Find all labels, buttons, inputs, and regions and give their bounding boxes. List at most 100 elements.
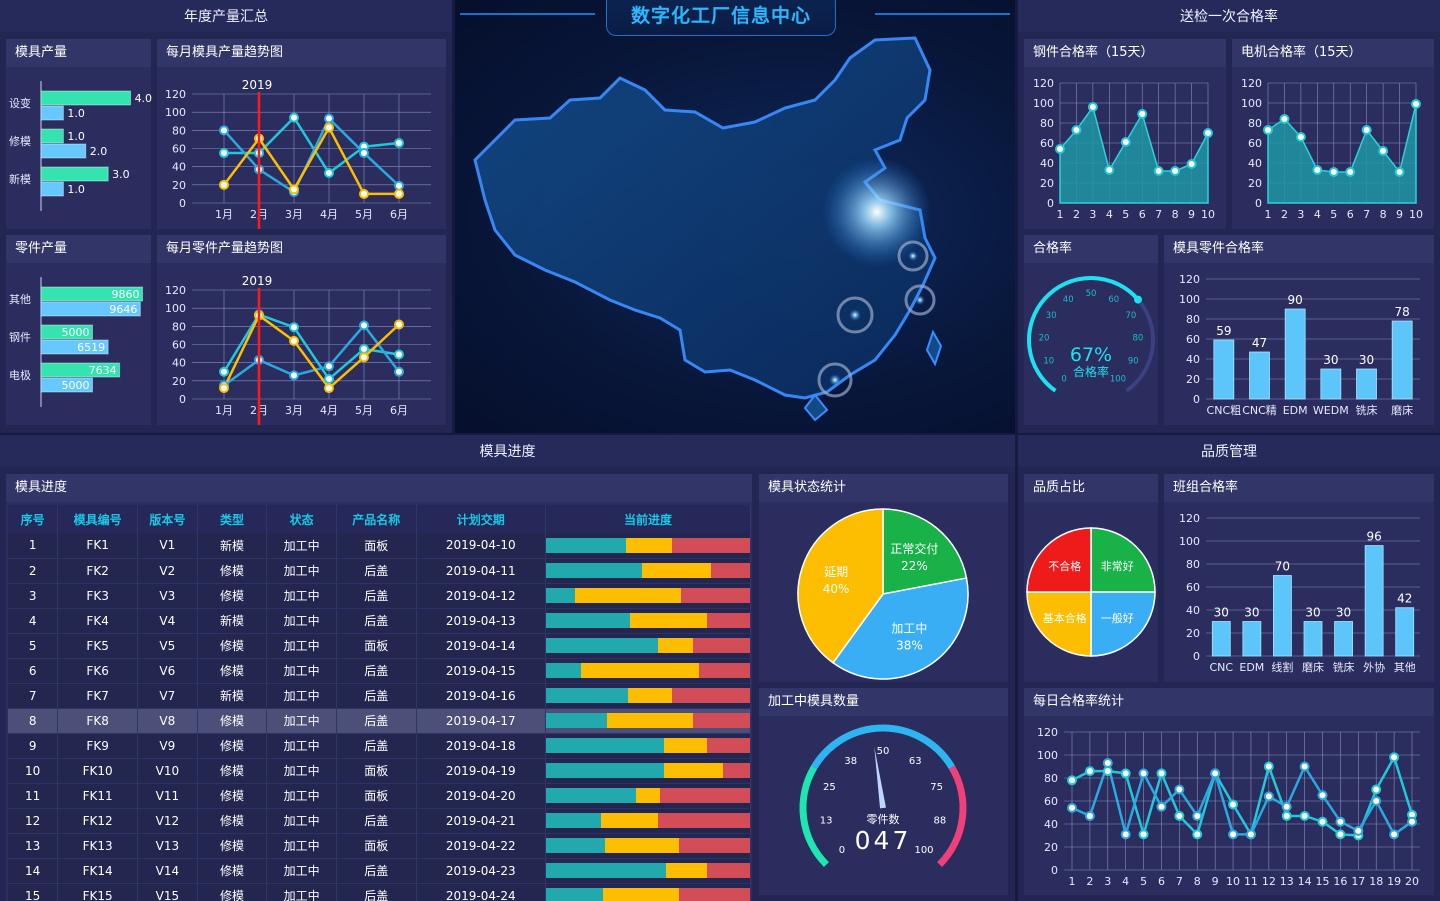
progress-segment <box>711 563 750 578</box>
y-tick-label: 0 <box>1255 197 1262 210</box>
panel-title: 零件产量 <box>6 235 151 263</box>
y-tick-label: 100 <box>1179 535 1200 548</box>
column-header[interactable]: 版本号 <box>137 505 198 533</box>
table-row[interactable]: 7 FK7 V7 新模 加工中 后盖 2019-04-16 <box>8 683 752 709</box>
table-row[interactable]: 2 FK2 V2 修模 加工中 后盖 2019-04-11 <box>8 558 752 584</box>
table-body: 1 FK1 V1 新模 加工中 面板 2019-04-10 2 FK2 V2 修模 加工中 后盖 2019… <box>8 533 752 901</box>
x-tick-label: CNC精 <box>1242 404 1277 417</box>
x-tick-label: 5月 <box>355 208 373 221</box>
gauge-tick: 70 <box>1125 311 1136 321</box>
progress-segment <box>664 763 724 778</box>
y-tick-label: 40 <box>1044 818 1058 831</box>
data-point <box>1371 784 1382 795</box>
panel-title: 每月模具产量趋势图 <box>157 39 446 67</box>
table-row[interactable]: 6 FK6 V6 修模 加工中 后盖 2019-04-15 <box>8 658 752 684</box>
table-row[interactable]: 4 FK4 V4 新模 加工中 后盖 2019-04-13 <box>8 608 752 634</box>
china-map[interactable] <box>455 0 1015 433</box>
table-cell: FK12 <box>57 808 138 834</box>
y-tick-label: 120 <box>1179 512 1200 525</box>
column-header[interactable]: 序号 <box>8 505 59 533</box>
y-tick-label: 0 <box>1193 393 1200 406</box>
table-cell: 面板 <box>336 783 417 809</box>
category-label: 设变 <box>9 96 31 110</box>
area-series <box>1059 105 1209 204</box>
table-row[interactable]: 12 FK12 V12 修模 加工中 后盖 2019-04-21 <box>8 808 752 834</box>
y-tick-label: 100 <box>1179 293 1200 306</box>
y-tick-label: 0 <box>179 393 186 406</box>
x-tick-label: 12 <box>1262 875 1276 888</box>
table-row[interactable]: 10 FK10 V10 修模 加工中 面板 2019-04-19 <box>8 758 752 784</box>
table-row[interactable]: 15 FK15 V15 修模 加工中 后盖 2019-04-24 <box>8 883 752 901</box>
y-tick-label: 0 <box>1193 650 1200 663</box>
progress-segment <box>545 788 636 803</box>
x-tick-label: CNC粗 <box>1207 404 1242 417</box>
table-cell: 修模 <box>197 808 268 834</box>
table-cell: 修模 <box>197 783 268 809</box>
bar <box>1334 621 1353 657</box>
progress-segment <box>678 888 750 901</box>
x-tick-label: 5 <box>1330 208 1337 221</box>
data-point <box>289 322 299 333</box>
table-cell: 10 <box>8 758 59 784</box>
x-tick-label: WEDM <box>1313 404 1349 417</box>
bar <box>40 90 132 106</box>
progress-segment <box>574 588 681 603</box>
gauge-tick: 80 <box>1133 334 1144 344</box>
column-header[interactable]: 计划交期 <box>416 505 546 533</box>
progress-bar <box>545 588 750 603</box>
category-label: 其他 <box>9 293 31 306</box>
panel-title: 模具零件合格率 <box>1164 235 1434 263</box>
column-header[interactable]: 类型 <box>197 505 268 533</box>
data-point <box>1138 829 1149 840</box>
table-row[interactable]: 9 FK9 V9 修模 加工中 后盖 2019-04-18 <box>8 733 752 759</box>
gauge-tick: 50 <box>1086 289 1097 299</box>
table-row[interactable]: 13 FK13 V13 修模 加工中 面板 2019-04-22 <box>8 833 752 859</box>
progress-segment <box>545 613 630 628</box>
x-tick-label: EDM <box>1283 404 1308 417</box>
x-tick-label: 9 <box>1212 875 1219 888</box>
bar <box>40 105 64 121</box>
data-point <box>359 148 369 159</box>
table-cell: 后盖 <box>336 858 417 884</box>
progress-bar <box>545 763 750 778</box>
year-label: 2019 <box>242 78 273 92</box>
year-label: 2019 <box>242 274 273 288</box>
data-point <box>324 374 334 385</box>
data-point <box>1170 166 1181 176</box>
y-tick-label: 20 <box>1044 841 1058 854</box>
progress-segment <box>707 613 750 628</box>
table-row[interactable]: 5 FK5 V5 修模 加工中 面板 2019-04-14 <box>8 633 752 659</box>
progress-table-wrap[interactable]: 序号 模具编号 版本号 类型 状态 产品名称 计划交期 当前进度 1 FK1 V1 新模 加工中 面板 2… <box>8 505 752 901</box>
data-point <box>394 319 404 330</box>
table-row[interactable]: 8 FK8 V8 修模 加工中 后盖 2019-04-17 <box>8 708 752 734</box>
y-tick-label: 120 <box>1037 726 1058 739</box>
column-header[interactable]: 产品名称 <box>336 505 417 533</box>
daily-rate-panel: 每日合格率统计 0 20 40 60 80 100 120 1 2 3 4 5 6 7 8 9 10 11 12 13… <box>1024 688 1434 895</box>
column-header[interactable]: 当前进度 <box>545 505 752 533</box>
table-cell: 2019-04-10 <box>416 533 546 559</box>
table-row[interactable]: 14 FK14 V14 修模 加工中 后盖 2019-04-23 <box>8 858 752 884</box>
table-cell: 修模 <box>197 858 268 884</box>
data-point <box>1295 132 1306 142</box>
table-row[interactable]: 1 FK1 V1 新模 加工中 面板 2019-04-10 <box>8 533 752 559</box>
column-header[interactable]: 状态 <box>266 505 337 533</box>
table-cell: 后盖 <box>336 583 417 609</box>
table-row[interactable]: 11 FK11 V11 修模 加工中 面板 2019-04-20 <box>8 783 752 809</box>
map-graphic <box>460 13 1010 422</box>
table-cell: 后盖 <box>336 708 417 734</box>
x-tick-label: CNC <box>1209 661 1233 674</box>
data-point <box>394 138 404 149</box>
progress-segment <box>672 688 750 703</box>
column-header[interactable]: 模具编号 <box>57 505 138 533</box>
x-tick-label: 17 <box>1351 875 1365 888</box>
category-label: 新模 <box>9 172 31 186</box>
x-tick-label: 4月 <box>320 404 338 417</box>
x-tick-label: 20 <box>1405 875 1419 888</box>
mold-part-rate-panel: 模具零件合格率 0 20 40 60 80 100 120 59 CNC粗 47 CNC精 90 EDM… <box>1164 235 1434 425</box>
y-tick-label: 100 <box>1037 749 1058 762</box>
progress-bar <box>545 638 750 653</box>
data-point <box>219 383 229 394</box>
section-title-quality: 品质管理 <box>1018 435 1440 467</box>
table-cell: 后盖 <box>336 808 417 834</box>
table-row[interactable]: 3 FK3 V3 修模 加工中 后盖 2019-04-12 <box>8 583 752 609</box>
